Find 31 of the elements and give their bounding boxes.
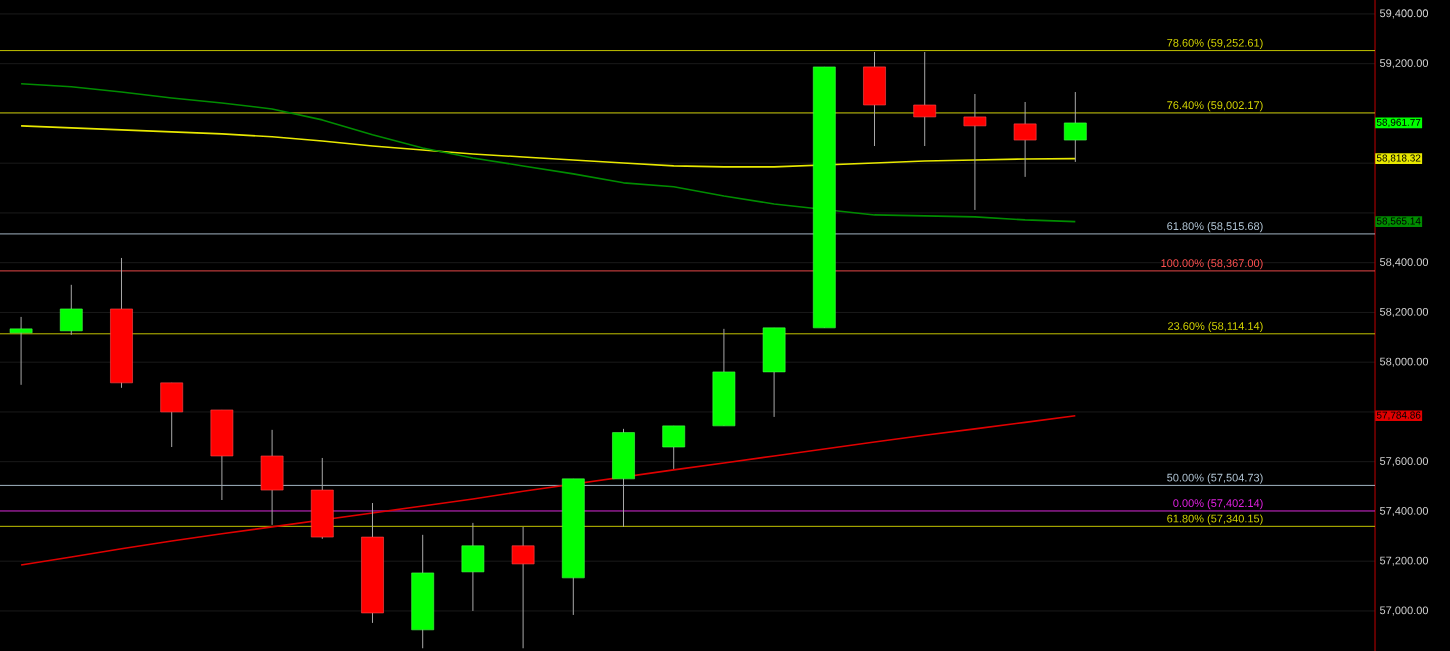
text: 58,818.32 [1376,154,1421,163]
text: 58,565.14 [1376,217,1421,226]
y-tick-label: 57,600.00 [1379,457,1429,467]
candlestick [511,526,535,649]
candlestick [963,93,987,211]
candlestick [1063,91,1087,163]
candlestick [1013,101,1037,178]
line-series [20,83,1077,223]
y-tick-label: 58,200.00 [1379,307,1429,317]
y-tick-label: 57,400.00 [1379,506,1429,516]
y-tick-label: 59,400.00 [1379,9,1429,19]
text: 57,784.86 [1376,411,1421,420]
line-series [20,125,1077,168]
ref-line-label: 100.00% (58,367.00) [1161,258,1263,270]
ref-line-label: 76.40% (59,002.17) [1167,100,1263,112]
candlestick [662,425,686,470]
text: 58,961.77 [1376,118,1421,128]
y-tick-label: 58,400.00 [1379,258,1429,268]
ref-line-label: 61.80% (58,515.68) [1167,221,1263,233]
y-tick-label: 57,000.00 [1379,606,1429,616]
ref-line-label: 61.80% (57,340.15) [1167,514,1263,525]
y-tick-label: 57,200.00 [1379,556,1429,566]
candlestick [9,316,33,386]
ref-line-label: 0.00% (57,402.14) [1173,498,1263,510]
candlestick [59,284,83,336]
candlestick [913,51,937,147]
y-tick-label: 58,000.00 [1379,357,1429,367]
ref-line-label: 23.60% (58,114.14) [1168,321,1263,333]
ref-line-label: 50.00% (57,504.73) [1167,473,1263,484]
y-tick-label: 59,200.00 [1379,59,1429,69]
ref-line-label: 78.60% (59,252.61) [1167,38,1263,49]
